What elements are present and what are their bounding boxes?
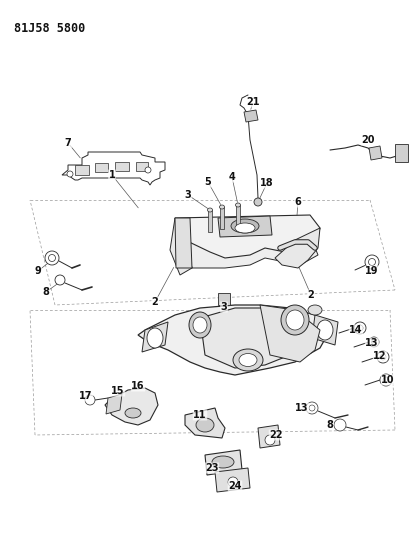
- Circle shape: [380, 374, 392, 386]
- Circle shape: [309, 405, 315, 411]
- Ellipse shape: [212, 456, 234, 468]
- Text: 14: 14: [349, 325, 363, 335]
- Text: 9: 9: [35, 266, 41, 276]
- Polygon shape: [75, 165, 89, 175]
- Ellipse shape: [147, 328, 163, 348]
- Circle shape: [368, 259, 375, 265]
- Polygon shape: [62, 152, 165, 185]
- Circle shape: [334, 419, 346, 431]
- Polygon shape: [244, 110, 258, 122]
- Polygon shape: [215, 468, 250, 492]
- Text: 7: 7: [65, 138, 71, 148]
- Text: 81J58 5800: 81J58 5800: [14, 22, 85, 35]
- Text: 6: 6: [295, 197, 301, 207]
- Ellipse shape: [196, 418, 214, 432]
- Polygon shape: [175, 215, 320, 258]
- Polygon shape: [236, 205, 240, 227]
- Circle shape: [377, 351, 389, 363]
- Polygon shape: [220, 207, 224, 229]
- Polygon shape: [208, 210, 212, 232]
- Text: 18: 18: [260, 178, 274, 188]
- Ellipse shape: [233, 349, 263, 371]
- Text: 24: 24: [228, 481, 242, 491]
- Polygon shape: [170, 218, 192, 275]
- Circle shape: [357, 325, 363, 331]
- Circle shape: [45, 251, 59, 265]
- Ellipse shape: [220, 205, 225, 209]
- Text: 22: 22: [269, 430, 283, 440]
- Text: 15: 15: [111, 386, 125, 396]
- Ellipse shape: [236, 203, 241, 207]
- Text: 17: 17: [79, 391, 93, 401]
- Circle shape: [306, 402, 318, 414]
- Ellipse shape: [189, 312, 211, 338]
- Polygon shape: [106, 394, 122, 414]
- Circle shape: [380, 354, 386, 360]
- Text: 8: 8: [327, 420, 333, 430]
- Text: 5: 5: [205, 177, 211, 187]
- Ellipse shape: [235, 223, 255, 233]
- Text: 23: 23: [205, 463, 219, 473]
- Circle shape: [372, 340, 377, 344]
- Polygon shape: [260, 305, 320, 362]
- Ellipse shape: [208, 208, 213, 212]
- Circle shape: [365, 255, 379, 269]
- Text: 19: 19: [365, 266, 379, 276]
- Text: 12: 12: [373, 351, 387, 361]
- Text: 13: 13: [295, 403, 309, 413]
- Ellipse shape: [308, 305, 322, 315]
- Circle shape: [228, 477, 238, 487]
- Polygon shape: [395, 144, 408, 162]
- Text: 8: 8: [42, 287, 49, 297]
- Polygon shape: [275, 228, 320, 268]
- Circle shape: [55, 275, 65, 285]
- Ellipse shape: [193, 317, 207, 333]
- Circle shape: [354, 322, 366, 334]
- Text: 2: 2: [152, 297, 158, 307]
- Polygon shape: [205, 450, 242, 475]
- Text: 3: 3: [220, 302, 227, 312]
- Polygon shape: [200, 308, 295, 368]
- Ellipse shape: [281, 305, 309, 335]
- Polygon shape: [142, 322, 168, 352]
- Circle shape: [265, 435, 275, 445]
- Ellipse shape: [231, 219, 259, 233]
- Polygon shape: [138, 305, 330, 375]
- Ellipse shape: [125, 408, 141, 418]
- Text: 4: 4: [229, 172, 235, 182]
- Text: 1: 1: [109, 170, 115, 180]
- Polygon shape: [218, 216, 272, 237]
- Polygon shape: [105, 388, 158, 425]
- Polygon shape: [115, 162, 129, 171]
- Circle shape: [145, 167, 151, 173]
- Polygon shape: [258, 425, 280, 448]
- Polygon shape: [136, 162, 148, 171]
- Text: 13: 13: [365, 338, 379, 348]
- Circle shape: [383, 377, 389, 383]
- Polygon shape: [185, 408, 225, 438]
- Circle shape: [67, 171, 73, 177]
- Text: 20: 20: [361, 135, 375, 145]
- Text: 10: 10: [381, 375, 395, 385]
- Polygon shape: [312, 315, 338, 345]
- Polygon shape: [175, 218, 192, 268]
- Text: 16: 16: [131, 381, 145, 391]
- Polygon shape: [218, 293, 230, 305]
- Ellipse shape: [317, 320, 333, 340]
- Text: 11: 11: [193, 410, 207, 420]
- Ellipse shape: [239, 353, 257, 367]
- Ellipse shape: [286, 310, 304, 330]
- Polygon shape: [185, 235, 318, 268]
- Text: 3: 3: [185, 190, 192, 200]
- Circle shape: [49, 254, 56, 262]
- Text: 21: 21: [246, 97, 260, 107]
- Circle shape: [85, 395, 95, 405]
- Polygon shape: [95, 163, 108, 172]
- Text: 2: 2: [308, 290, 314, 300]
- Circle shape: [369, 337, 379, 347]
- Polygon shape: [369, 146, 382, 160]
- Circle shape: [254, 198, 262, 206]
